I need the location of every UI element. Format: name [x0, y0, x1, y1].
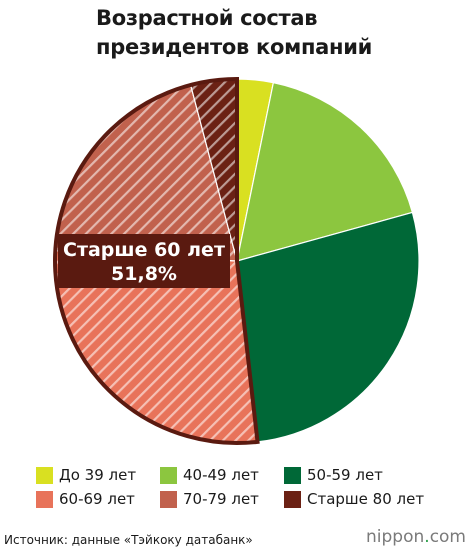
legend-swatch — [284, 466, 301, 484]
chart-legend: До 39 лет 40-49 лет 50-59 лет 60-69 лет … — [36, 466, 466, 508]
legend-label: 40-49 лет — [183, 466, 259, 484]
pie-slices — [54, 78, 420, 444]
nippon-logo[interactable]: nippon.com — [366, 527, 466, 547]
legend-item: 50-59 лет — [284, 466, 444, 484]
brand-name: nippon — [366, 527, 425, 547]
pie-slice — [236, 81, 414, 262]
legend-label: До 39 лет — [59, 466, 137, 484]
legend-label: Старше 80 лет — [307, 490, 425, 508]
pie-chart: Старше 60 лет 51,8% — [53, 76, 420, 445]
legend-item: Старше 80 лет — [284, 490, 444, 508]
legend-swatch — [36, 490, 53, 508]
legend-swatch — [284, 490, 301, 508]
chart-title-line-1: Возрастной состав — [96, 6, 318, 30]
legend-swatch — [160, 490, 177, 508]
legend-label: 50-59 лет — [307, 466, 383, 484]
annotation-label: Старше 60 лет — [63, 239, 225, 261]
brand-tld: com — [429, 527, 466, 547]
legend-label: 70-79 лет — [183, 490, 259, 508]
chart-title-line-2: президентов компаний — [96, 35, 373, 59]
legend-item: 70-79 лет — [160, 490, 284, 508]
legend-swatch — [160, 466, 177, 484]
annotation-box — [58, 234, 230, 288]
annotation: Старше 60 лет 51,8% — [58, 234, 230, 288]
legend-label: 60-69 лет — [59, 490, 135, 508]
annotation-value: 51,8% — [111, 263, 177, 285]
legend-item: 60-69 лет — [36, 490, 160, 508]
pie-slice — [236, 211, 420, 443]
chart-title: Возрастной состав президентов компаний — [96, 4, 456, 62]
brand-dot: . — [424, 527, 430, 547]
source-note: Источник: данные «Тэйкоку датабанк» — [4, 533, 253, 547]
legend-item: До 39 лет — [36, 466, 160, 484]
legend-swatch — [36, 466, 53, 484]
older-than-60-outline — [53, 76, 260, 445]
legend-item: 40-49 лет — [160, 466, 284, 484]
